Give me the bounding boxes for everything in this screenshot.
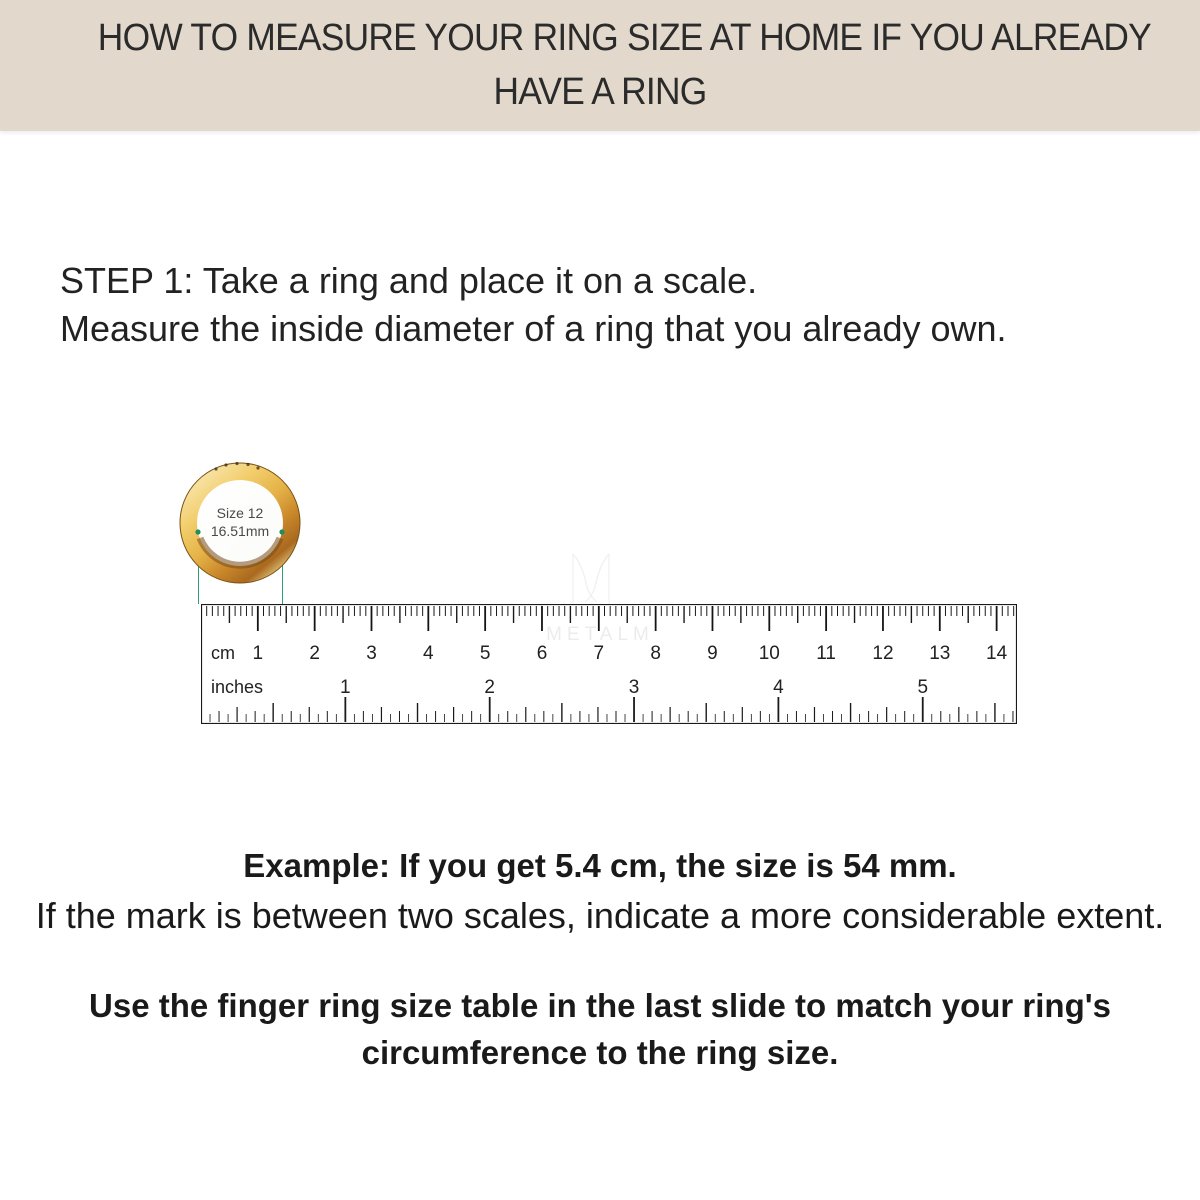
svg-text:METALM: METALM xyxy=(546,624,654,645)
